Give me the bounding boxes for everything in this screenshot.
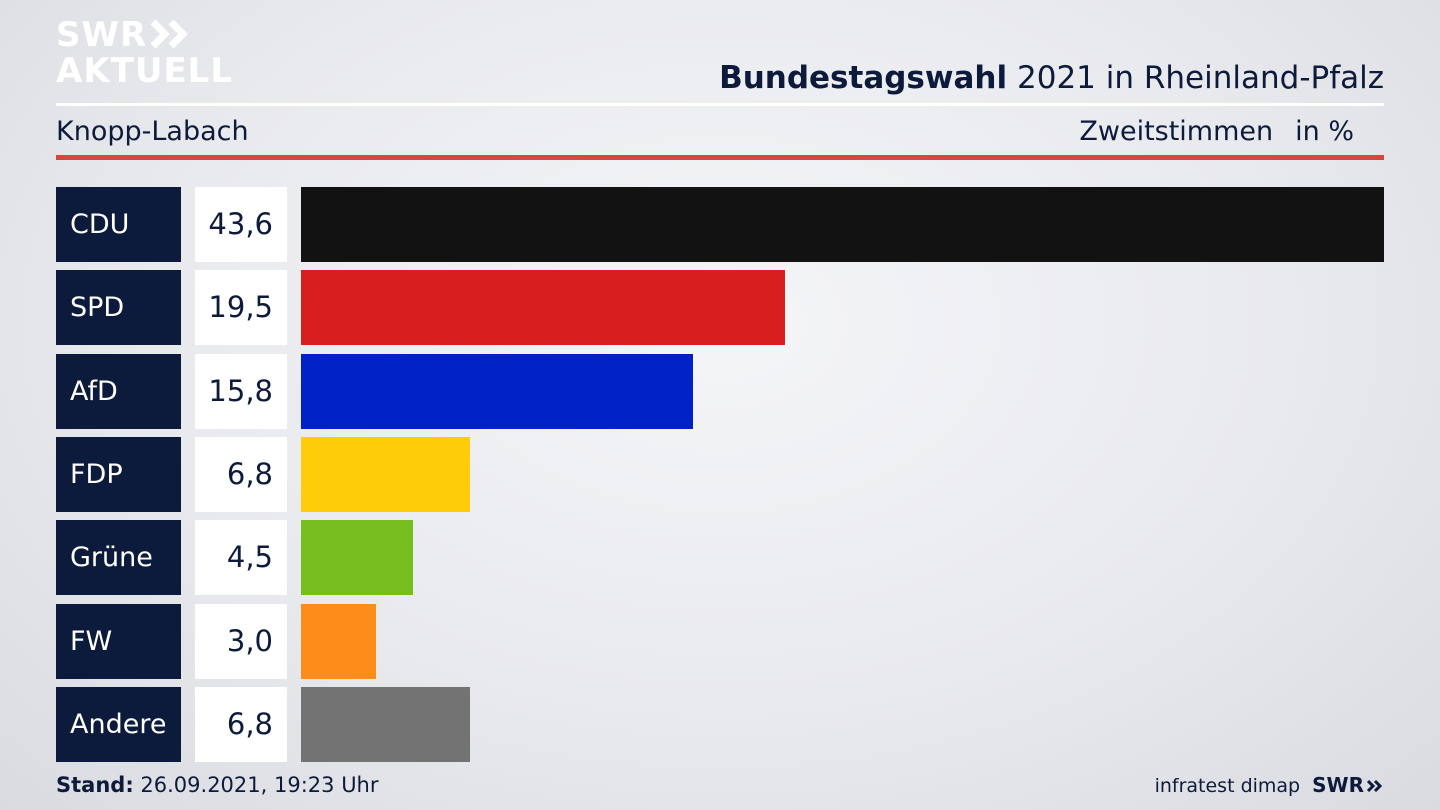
title-rest: 2021 in Rheinland-Pfalz: [1017, 60, 1384, 96]
chevrons-icon: [1366, 779, 1383, 793]
value-label: 15,8: [195, 354, 287, 429]
party-label: AfD: [56, 354, 181, 429]
bar: [301, 520, 413, 595]
bar-row: CDU 43,6: [56, 187, 1384, 262]
bar: [301, 687, 470, 762]
source-label: infratest dimap: [1154, 775, 1301, 797]
results-chart: CDU 43,6 SPD 19,5 AfD 15,8 FDP 6,8 Grüne 4,5 FW 3,0…: [56, 187, 1384, 762]
accent-divider: [56, 155, 1384, 160]
unit-label: in %: [1295, 116, 1354, 147]
logo-line1: SWR: [56, 15, 148, 55]
party-label: FW: [56, 604, 181, 679]
party-label: Grüne: [56, 520, 181, 595]
value-label: 19,5: [195, 270, 287, 345]
bar: [301, 437, 470, 512]
chevrons-icon: [150, 19, 189, 49]
title-bold: Bundestagswahl: [719, 60, 1008, 96]
bar-row: FW 3,0: [56, 604, 1384, 679]
bar: [301, 187, 1384, 262]
value-label: 4,5: [195, 520, 287, 595]
logo-line2: AKTUELL: [56, 51, 234, 91]
measure-unit: Zweitstimmen in %: [1079, 114, 1354, 150]
value-label: 3,0: [195, 604, 287, 679]
party-label: FDP: [56, 437, 181, 512]
chart-title: Bundestagswahl 2021 in Rheinland-Pfalz: [719, 58, 1384, 98]
party-label: Andere: [56, 687, 181, 762]
swr-aktuell-logo: SWR AKTUELL: [56, 15, 234, 91]
bar-row: Andere 6,8: [56, 687, 1384, 762]
timestamp: Stand: 26.09.2021, 19:23 Uhr: [56, 771, 379, 799]
header-divider: [56, 103, 1384, 106]
value-label: 43,6: [195, 187, 287, 262]
value-label: 6,8: [195, 437, 287, 512]
bar-row: AfD 15,8: [56, 354, 1384, 429]
bar-row: Grüne 4,5: [56, 520, 1384, 595]
party-label: CDU: [56, 187, 181, 262]
party-label: SPD: [56, 270, 181, 345]
measure-label: Zweitstimmen: [1079, 116, 1274, 147]
stand-label: Stand:: [56, 773, 134, 797]
value-label: 6,8: [195, 687, 287, 762]
footer-swr-logo: SWR: [1312, 773, 1384, 797]
bar: [301, 604, 376, 679]
bar: [301, 354, 693, 429]
source-credit: infratest dimap SWR: [1155, 771, 1384, 800]
bar: [301, 270, 785, 345]
region-name: Knopp-Labach: [56, 116, 249, 147]
bar-row: FDP 6,8: [56, 437, 1384, 512]
bar-row: SPD 19,5: [56, 270, 1384, 345]
stand-value: 26.09.2021, 19:23 Uhr: [140, 773, 379, 797]
